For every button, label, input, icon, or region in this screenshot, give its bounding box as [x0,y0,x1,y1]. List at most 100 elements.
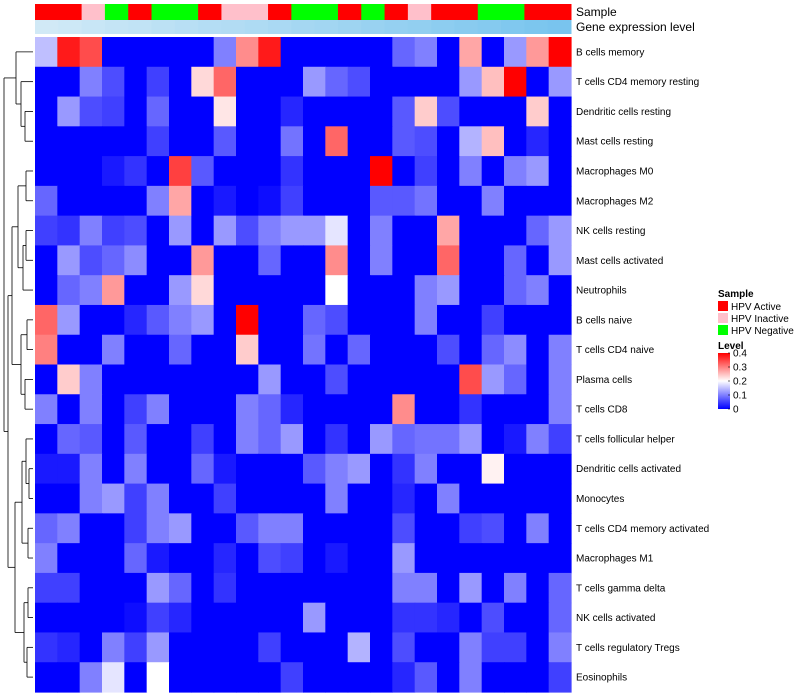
heatmap-cell [169,453,192,485]
expression-annotation-cell [128,20,153,34]
heatmap-cell [392,245,416,276]
heatmap-cell [35,334,58,366]
heatmap-cell [370,275,393,306]
heatmap-cell [303,275,326,306]
heatmap-cell [526,513,550,544]
heatmap-cell [392,156,416,187]
expression-annotation-cell [431,20,455,34]
heatmap-cell [481,334,505,366]
heatmap-cell [191,304,215,336]
heatmap-cell [325,334,349,366]
heatmap-cell [146,37,170,68]
heatmap-cell [35,483,58,514]
heatmap-cell [280,662,304,693]
heatmap-cell [481,572,505,604]
heatmap-cell [459,245,483,276]
heatmap-cell [504,602,527,634]
heatmap-cell [191,66,215,98]
expression-track-label: Gene expression level [576,20,695,34]
heatmap-cell [124,126,148,157]
expression-annotation-cell [244,20,269,34]
heatmap-cell [325,96,349,127]
heatmap-cell [303,304,326,336]
heatmap-cell [392,185,416,217]
heatmap-cell [258,215,282,247]
expression-annotation-cell [174,20,199,34]
sample-legend-swatch [718,325,728,335]
heatmap-cell [504,513,527,544]
heatmap-cell [325,66,349,98]
heatmap-cell [392,364,416,395]
heatmap-cell [280,334,304,366]
heatmap-cell [57,215,81,247]
heatmap-cell [481,215,505,247]
heatmap-cell [79,275,103,306]
heatmap-cell [102,394,125,425]
level-tick-label: 0.4 [733,349,747,360]
heatmap-cell [169,543,192,574]
heatmap-cell [146,334,170,366]
heatmap-cell [392,304,416,336]
sample-annotation-cell [547,4,572,20]
heatmap-cell [347,513,371,544]
heatmap-cell [124,245,148,276]
heatmap-cell [102,364,125,395]
heatmap-cell [370,543,393,574]
heatmap-cell [146,632,170,663]
heatmap-cell [414,185,438,217]
heatmap-cell [392,513,416,544]
heatmap-cell [280,572,304,604]
row-label: NK cells activated [576,613,655,624]
heatmap-cell [213,572,237,604]
heatmap-cell [370,662,393,693]
heatmap-cell [303,543,326,574]
heatmap-cell [504,334,527,366]
row-label: B cells memory [576,47,644,58]
heatmap-cell [57,245,81,276]
heatmap-cell [325,543,349,574]
heatmap-cell [303,126,326,157]
heatmap-cell [258,37,282,68]
heatmap-cell [414,275,438,306]
heatmap-cell [481,394,505,425]
heatmap-cell [169,394,192,425]
heatmap-cell [146,66,170,98]
row-label: Macrophages M2 [576,196,654,207]
heatmap-cell [280,37,304,68]
heatmap-cell [303,364,326,395]
heatmap-cell [213,632,237,663]
heatmap-cell [459,275,483,306]
heatmap-cell [124,156,148,187]
heatmap-cell [526,156,550,187]
row-label: Macrophages M1 [576,554,654,565]
heatmap-cell [102,37,125,68]
heatmap-cell [280,156,304,187]
sample-annotation-cell [35,4,59,20]
heatmap-cell [392,662,416,693]
level-colorbar [718,353,730,409]
heatmap-cell [79,572,103,604]
row-label: Mast cells activated [576,256,663,267]
heatmap-cell [258,156,282,187]
row-labels: B cells memory T cells CD4 memory resting… [576,47,709,683]
heatmap-cell [236,37,259,68]
heatmap-cell [526,185,550,217]
heatmap-cell [35,513,58,544]
heatmap-cell [370,245,393,276]
heatmap-cell [347,543,371,574]
row-label: NK cells resting [576,226,645,237]
heatmap-cell [258,394,282,425]
heatmap-cell [459,215,483,247]
sample-annotation-cell [337,4,362,20]
heatmap-cell [124,215,148,247]
expression-annotation-cell [268,20,292,34]
heatmap-cell [347,185,371,217]
heatmap-cell [236,156,259,187]
heatmap-cell [325,513,349,544]
heatmap-cell [169,483,192,514]
heatmap-cell [392,215,416,247]
heatmap-cell [414,304,438,336]
heatmap-cell [57,364,81,395]
heatmap-cell [414,156,438,187]
heatmap-cell [57,304,81,336]
